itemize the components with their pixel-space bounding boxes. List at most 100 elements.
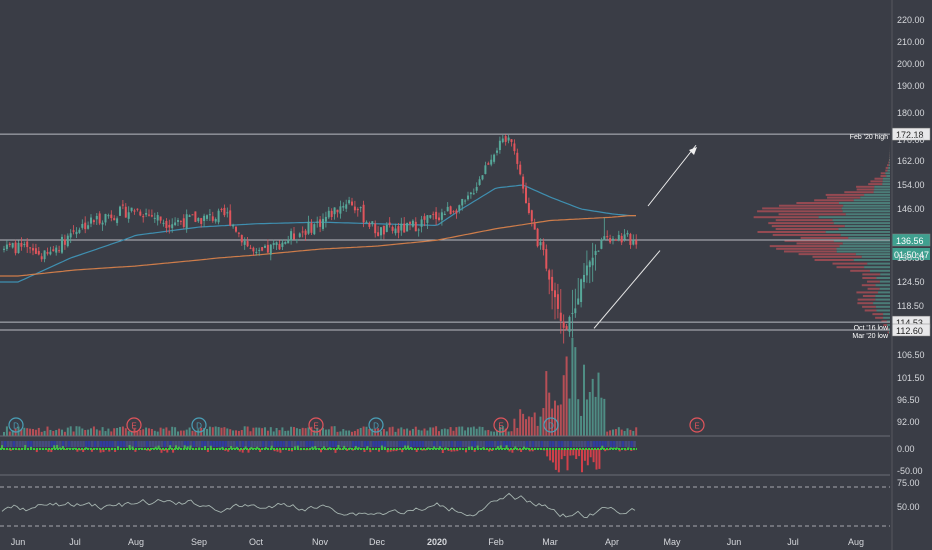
candle-body <box>136 208 139 210</box>
countdown-tag <box>892 248 930 260</box>
profile-buy-bar <box>887 324 890 327</box>
osc-histogram-bar <box>270 445 273 449</box>
volume-bar <box>107 428 110 436</box>
osc-histogram-bar <box>566 449 569 471</box>
osc-background-bar <box>357 441 361 447</box>
osc-histogram-bar <box>340 449 343 450</box>
osc-background-bar <box>119 441 123 447</box>
osc-background-bar <box>380 441 384 447</box>
earnings-marker <box>308 417 324 433</box>
candle-body <box>185 214 188 229</box>
osc-background-bar <box>47 441 50 447</box>
candle-body <box>49 251 52 255</box>
volume-bar <box>330 426 333 436</box>
volume-bar <box>426 430 429 436</box>
osc-background-bar <box>192 441 195 447</box>
candle-body <box>626 232 629 235</box>
osc-background-bar <box>1 441 4 447</box>
earnings-marker <box>126 417 142 433</box>
osc-background-bar <box>293 441 297 447</box>
osc-background-bar <box>412 441 416 447</box>
volume-bar <box>536 425 539 436</box>
profile-sell-bar <box>857 302 874 305</box>
volume-bar <box>635 427 638 436</box>
candle-body <box>101 222 104 225</box>
volume-bar <box>629 429 632 436</box>
osc-background-bar <box>592 441 596 447</box>
profile-buy-bar <box>853 259 890 261</box>
rsi-tick-label: 50.00 <box>897 502 920 512</box>
profile-buy-bar <box>874 185 890 188</box>
candle-body <box>237 232 240 234</box>
volume-bar <box>365 426 368 436</box>
volume-bar <box>620 429 623 436</box>
profile-sell-bar <box>775 228 839 231</box>
osc-histogram-bar <box>47 449 50 452</box>
profile-sell-bar <box>886 327 889 330</box>
profile-buy-bar <box>818 216 890 219</box>
candle-body <box>498 140 501 151</box>
candle-body <box>565 326 568 330</box>
volume-bar <box>78 426 81 436</box>
price-tick-label: 154.00 <box>897 180 925 190</box>
osc-background-bar <box>209 441 213 447</box>
candle-body <box>278 244 281 250</box>
volume-bar <box>281 427 284 436</box>
volume-bar <box>606 431 609 436</box>
profile-sell-bar <box>796 202 839 204</box>
candle-body <box>84 222 87 230</box>
osc-histogram-bar <box>465 449 467 453</box>
volume-bar <box>565 356 568 436</box>
candle-body <box>110 214 113 219</box>
osc-background-bar <box>453 441 456 447</box>
osc-histogram-bar <box>441 449 444 453</box>
profile-buy-bar <box>888 166 890 169</box>
volume-bar <box>432 427 435 436</box>
osc-background-bar <box>436 441 439 447</box>
osc-background-bar <box>601 441 604 447</box>
volume-bar <box>98 430 101 436</box>
volume-bar <box>313 430 316 436</box>
osc-background-bar <box>349 441 352 447</box>
trend-drawings[interactable] <box>593 144 697 329</box>
osc-histogram-bar <box>592 449 595 463</box>
volume-bar <box>26 428 29 436</box>
osc-background-bar <box>256 441 259 447</box>
profile-buy-bar <box>876 309 890 312</box>
osc-histogram-bar <box>450 449 453 452</box>
time-tick-label: Jun <box>727 537 742 547</box>
osc-background-bar <box>50 441 53 447</box>
volume-bar <box>304 428 307 436</box>
candle-body <box>214 219 217 222</box>
candle-body <box>432 213 435 215</box>
candle-body <box>130 207 133 211</box>
osc-background-bar <box>143 441 146 447</box>
osc-background-bar <box>99 441 103 447</box>
volume-bar <box>478 426 481 436</box>
volume-bar <box>153 430 156 436</box>
profile-buy-bar <box>875 298 890 301</box>
candle-body <box>435 211 438 220</box>
candle-body <box>162 222 165 224</box>
candle-body <box>307 221 310 234</box>
osc-histogram-bar <box>151 447 154 449</box>
profile-sell-bar <box>779 204 844 207</box>
volume-bar <box>40 431 43 436</box>
osc-histogram-bar <box>166 449 169 453</box>
osc-background-bar <box>160 441 164 447</box>
volume-bar <box>235 430 237 436</box>
profile-sell-bar <box>825 193 865 196</box>
osc-histogram-bar <box>430 447 433 449</box>
candle-body <box>145 212 148 215</box>
volume-bar <box>246 426 249 436</box>
volume-bar <box>548 392 551 436</box>
volume-bar <box>72 431 75 436</box>
osc-histogram-bar <box>204 446 206 449</box>
volume-bar <box>342 429 345 436</box>
osc-background-bar <box>523 441 526 447</box>
osc-background-bar <box>137 441 140 447</box>
osc-background-bar <box>73 441 77 447</box>
volume-bar <box>243 426 246 436</box>
